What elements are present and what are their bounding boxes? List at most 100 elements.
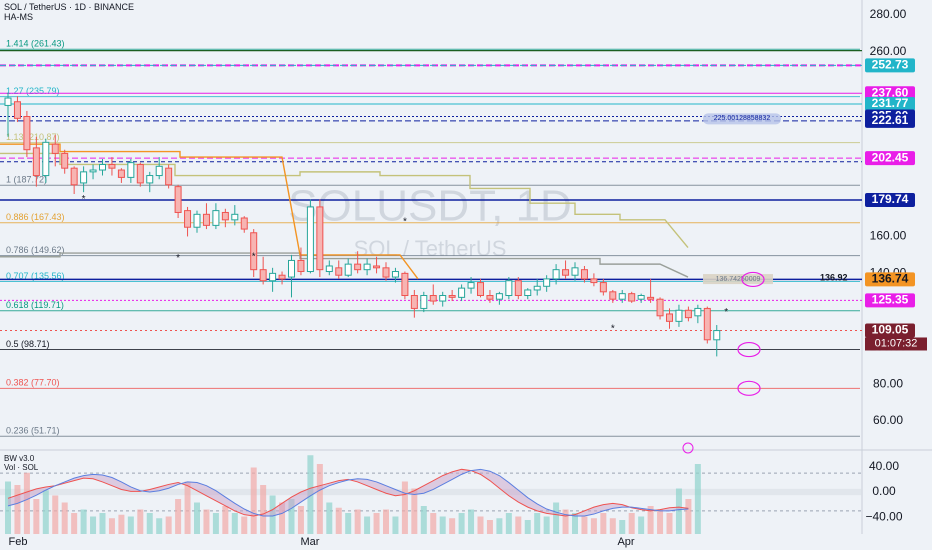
candle-body [382, 267, 390, 278]
price-badge [865, 272, 915, 287]
candle-body [297, 259, 305, 273]
volume-bar [675, 488, 682, 534]
candle-body [656, 298, 664, 317]
candle-body [439, 295, 447, 302]
chart-style-label: HA-MS [4, 12, 33, 22]
volume-bar [524, 520, 531, 534]
price-axis-tick: 160.00 [870, 229, 907, 243]
candle-body [316, 206, 324, 271]
candle-body [505, 280, 513, 297]
bw-indicator-label[interactable]: BW v3.0 [4, 454, 35, 463]
fib-level-label: 1.414 (261.43) [6, 39, 65, 49]
volume-bar [241, 516, 248, 534]
volume-bar [194, 502, 200, 534]
candle-body [155, 165, 163, 177]
price-axis-tick: 60.00 [873, 413, 903, 427]
volume-bar [420, 506, 427, 534]
price-badge-label: 231.77 [872, 96, 909, 110]
volume-bar [411, 488, 418, 534]
fib-level-label: 1.27 (235.79) [6, 86, 60, 96]
volume-bar [694, 464, 701, 534]
candle-body [221, 211, 229, 221]
price-badge [865, 323, 915, 338]
candle-body [117, 169, 125, 178]
volume-bar [175, 499, 182, 534]
volume-bar [505, 513, 512, 534]
price-badge-label: 237.60 [872, 85, 909, 99]
volume-bar [647, 506, 654, 534]
candle-body [42, 141, 50, 177]
pivot-marker: * [611, 323, 615, 334]
candle-body [429, 295, 437, 302]
candle-body [127, 162, 135, 178]
candle-body [278, 274, 286, 280]
symbol-title[interactable]: SOL / TetherUS · 1D · BINANCE [4, 2, 135, 12]
volume-bar [439, 516, 446, 534]
time-axis-label: Apr [617, 536, 634, 548]
volume-bar [628, 513, 635, 534]
price-badge-label: 202.45 [872, 150, 909, 164]
candle-body [562, 269, 570, 276]
volume-bar [401, 481, 408, 534]
volume-indicator-label[interactable]: Vol · SOL [4, 463, 39, 472]
candle-body [193, 213, 201, 228]
price-axis-tick: 260.00 [870, 44, 907, 58]
candle-body [363, 263, 371, 271]
line-label-b: 136.74250009 [716, 276, 761, 283]
candle-body [165, 167, 173, 186]
candle-body [543, 278, 551, 287]
candle-body [647, 296, 655, 300]
line-label-bg [703, 274, 773, 285]
volume-bar [590, 518, 597, 534]
candle-body [420, 295, 428, 309]
candle-body [571, 267, 579, 276]
candle-body [80, 171, 88, 184]
candle-body [684, 309, 692, 319]
fib-level-label: 0.382 (77.70) [6, 378, 60, 388]
volume-bar [657, 509, 664, 534]
price-axis-tick: 280.00 [870, 7, 907, 21]
candle-body [703, 307, 711, 341]
volume-bar [515, 516, 522, 534]
volume-bar [581, 516, 588, 534]
price-badge [865, 86, 915, 101]
candle-body [23, 116, 31, 151]
volume-bar [61, 502, 68, 534]
volume-bar [572, 513, 578, 534]
candle-body [618, 293, 626, 300]
volume-bar [184, 481, 191, 534]
candle-body [13, 101, 21, 119]
volume-bar [609, 518, 616, 534]
candle-body [495, 293, 503, 300]
fib-level-label: 0.618 (119.71) [6, 300, 64, 310]
volume-bar [288, 499, 295, 534]
volume-bar [496, 518, 503, 534]
candle-body [552, 269, 560, 280]
volume-bar [364, 516, 371, 534]
oscillator-zero-band [0, 488, 862, 496]
candle-body [590, 278, 598, 284]
candle-body [89, 169, 97, 173]
volume-bar [250, 467, 257, 534]
price-badge-label: 179.74 [872, 192, 909, 206]
volume-bar [297, 506, 304, 534]
price-badge [865, 293, 915, 308]
candle-body [391, 271, 399, 278]
trend-step-line [0, 252, 689, 278]
candle-body [202, 213, 210, 226]
volume-bar [5, 481, 11, 534]
candle-body [401, 272, 409, 297]
time-axis [0, 534, 932, 550]
candle-body [580, 269, 588, 280]
volume-bar [222, 506, 229, 534]
countdown-label: 01:07:32 [875, 337, 918, 349]
price-badge-label: 136.74 [872, 272, 909, 286]
price-badge [865, 58, 915, 73]
candle-body [410, 295, 418, 309]
oscillator-axis-tick: 40.00 [869, 459, 899, 473]
volume-bar [354, 509, 361, 534]
candle-body [514, 280, 522, 297]
price-badge-label: 109.05 [872, 323, 909, 337]
alert-icon [682, 442, 694, 454]
